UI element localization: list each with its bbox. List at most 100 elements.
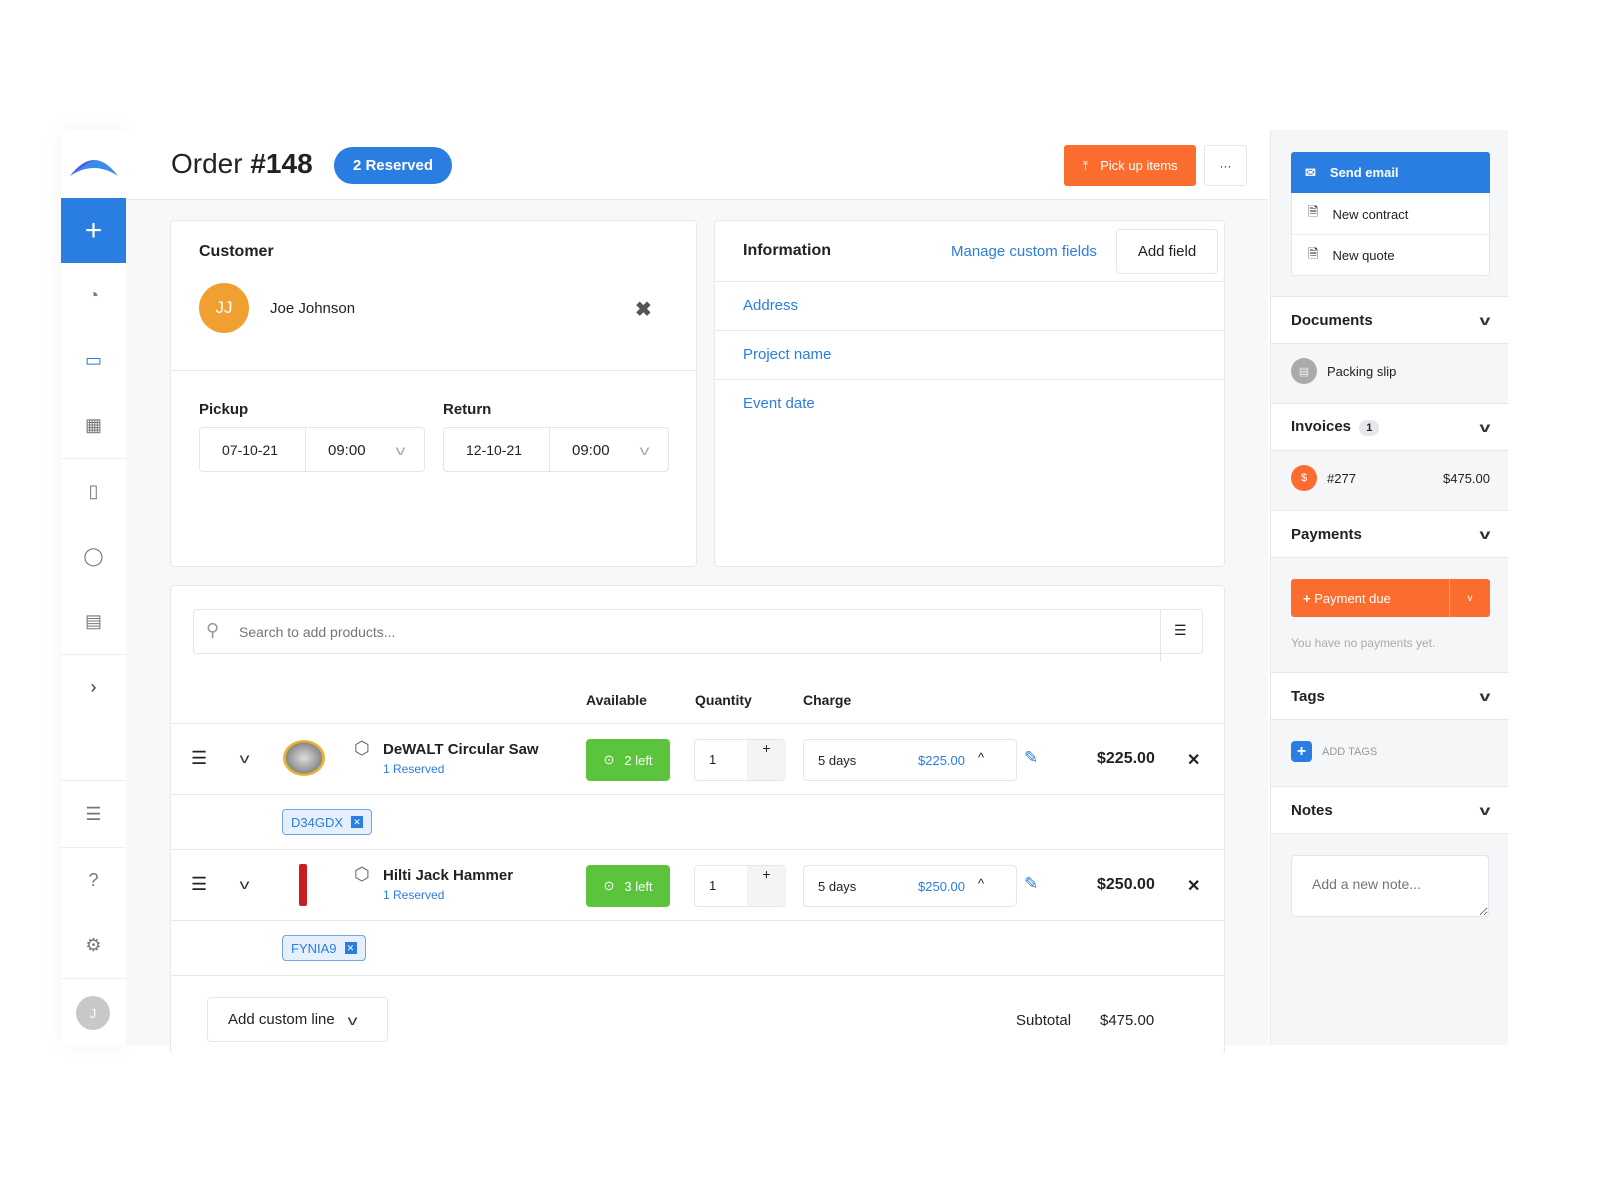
customer-card: Customer JJ Joe Johnson ✖ Pickup 07-10-2… — [170, 220, 697, 567]
remove-line-icon[interactable]: ✕ — [1187, 878, 1201, 895]
user-icon[interactable]: ◯ — [83, 546, 104, 566]
return-time[interactable]: 09:00 — [572, 442, 610, 459]
pickup-label: Pickup — [199, 401, 249, 418]
drag-handle-icon[interactable]: ☰ — [191, 748, 208, 768]
product-rows: ☰ v ⬡ DeWALT Circular Saw 1 Reserved ⊙ 2 … — [171, 724, 1226, 976]
notes-section-header[interactable]: Notes v — [1271, 786, 1509, 834]
project-name-field[interactable]: Project name — [743, 346, 832, 363]
information-card: Information Manage custom fields Add fie… — [714, 220, 1225, 567]
event-date-field[interactable]: Event date — [743, 395, 815, 412]
column-available: Available — [586, 692, 647, 708]
return-label: Return — [443, 401, 492, 418]
box-icon: ⬡ — [354, 864, 370, 884]
chevron-down-icon[interactable]: v — [239, 750, 250, 766]
line-total: $225.00 — [1097, 750, 1155, 767]
reserved-link[interactable]: 1 Reserved — [383, 888, 445, 902]
documents-section-header[interactable]: Documents v — [1271, 296, 1509, 344]
edit-icon[interactable]: ✎ — [1024, 748, 1039, 767]
reserved-link[interactable]: 1 Reserved — [383, 762, 445, 776]
drag-handle-icon[interactable]: ☰ — [191, 874, 208, 894]
chevron-down-icon: v — [1479, 312, 1491, 328]
customer-name[interactable]: Joe Johnson — [270, 300, 356, 317]
charge-selector[interactable]: 5 days $250.00 ^ — [803, 865, 1017, 907]
product-image — [299, 864, 307, 906]
pickup-datetime[interactable]: 07-10-21 09:00 v — [199, 427, 425, 472]
return-datetime[interactable]: 12-10-21 09:00 v — [443, 427, 669, 472]
barcode-scan-icon[interactable]: ☰ — [1174, 622, 1187, 638]
address-field[interactable]: Address — [743, 297, 799, 314]
remove-customer-icon[interactable]: ✖ — [635, 299, 652, 321]
add-tags-button[interactable]: + ADD TAGS — [1291, 741, 1377, 762]
packing-slip-item[interactable]: ▤ Packing slip — [1291, 358, 1396, 384]
new-contract-button[interactable]: 🗎 New contract — [1292, 194, 1489, 235]
chevron-down-icon[interactable]: v — [239, 876, 250, 892]
payment-due-button[interactable]: + Payment due v — [1291, 579, 1490, 617]
barcode-icon[interactable]: ☰ — [85, 804, 102, 824]
remove-line-icon[interactable]: ✕ — [1187, 752, 1201, 769]
customer-heading: Customer — [199, 243, 274, 260]
manage-custom-fields-link[interactable]: Manage custom fields — [951, 243, 1097, 260]
asset-tag[interactable]: FYNIA9 ✕ — [282, 935, 366, 961]
chevron-down-icon: v — [1479, 802, 1491, 818]
quantity-stepper[interactable]: 1 + — [694, 739, 786, 781]
circle-dot-icon: ⊙ — [603, 752, 615, 767]
box-icon: ⬡ — [354, 738, 370, 758]
increment-button[interactable]: + — [747, 740, 786, 780]
charge-selector[interactable]: 5 days $225.00 ^ — [803, 739, 1017, 781]
add-custom-line-button[interactable]: Add custom line v — [207, 997, 388, 1042]
pickup-time[interactable]: 09:00 — [328, 442, 366, 459]
invoice-icon: $ — [1291, 465, 1317, 491]
send-email-button[interactable]: ✉ Send email — [1291, 152, 1490, 193]
edit-icon[interactable]: ✎ — [1024, 874, 1039, 893]
pickup-date[interactable]: 07-10-21 — [222, 442, 279, 458]
store-icon[interactable]: ▤ — [84, 611, 102, 631]
product-image — [283, 740, 325, 776]
invoice-item[interactable]: $ #277 $475.00 — [1291, 465, 1490, 491]
quantity-stepper[interactable]: 1 + — [694, 865, 786, 907]
table-row: ☰ v ⬡ DeWALT Circular Saw 1 Reserved ⊙ 2 … — [171, 724, 1226, 850]
return-date[interactable]: 12-10-21 — [466, 442, 523, 458]
information-heading: Information — [743, 242, 831, 259]
payments-section-header[interactable]: Payments v — [1271, 510, 1509, 558]
settings-icon[interactable]: ⚙ — [85, 935, 102, 955]
chevron-up-icon: ^ — [978, 876, 985, 891]
more-button[interactable]: ··· — [1204, 145, 1247, 186]
chevron-up-icon: ^ — [978, 750, 985, 765]
expand-chevron-icon[interactable]: › — [90, 677, 97, 697]
status-badge: 2 Reserved — [334, 147, 452, 184]
note-input[interactable] — [1291, 855, 1489, 917]
mail-icon: ✉ — [1305, 164, 1316, 180]
document-icon: ▤ — [1291, 358, 1317, 384]
document-icon[interactable]: ▯ — [88, 481, 99, 501]
help-icon[interactable]: ? — [88, 870, 99, 890]
subtotal-label: Subtotal — [1016, 1012, 1072, 1029]
main-content: Customer JJ Joe Johnson ✖ Pickup 07-10-2… — [126, 200, 1268, 1055]
logo-icon — [70, 160, 118, 176]
product-search[interactable]: ⚲ ☰ — [193, 609, 1203, 662]
add-field-button[interactable]: Add field — [1116, 229, 1218, 274]
page-title: Order #148 — [171, 148, 313, 179]
tags-section-header[interactable]: Tags v — [1271, 672, 1509, 720]
product-name[interactable]: Hilti Jack Hammer — [383, 867, 514, 884]
product-name[interactable]: DeWALT Circular Saw — [383, 741, 539, 758]
new-quote-button[interactable]: 🗎 New quote — [1292, 235, 1489, 276]
remove-tag-icon[interactable]: ✕ — [351, 816, 364, 828]
pick-up-items-button[interactable]: ⤒ Pick up items — [1064, 145, 1196, 186]
increment-button[interactable]: + — [747, 866, 786, 906]
products-card: ⚲ ☰ Available Quantity Charge ☰ v ⬡ DeWA… — [170, 585, 1226, 1055]
column-quantity: Quantity — [695, 692, 752, 708]
asset-tag[interactable]: D34GDX ✕ — [282, 809, 373, 835]
inbox-icon[interactable]: ▭ — [84, 350, 102, 370]
subtotal-value: $475.00 — [1100, 1012, 1155, 1029]
chevron-down-icon[interactable]: v — [1449, 579, 1490, 617]
chevron-down-icon: v — [347, 1011, 358, 1028]
chevron-down-icon: v — [639, 442, 650, 458]
search-input[interactable] — [239, 620, 1139, 644]
avatar[interactable]: J — [76, 996, 110, 1030]
document-icon: 🗎 — [1308, 245, 1319, 261]
remove-tag-icon[interactable]: ✕ — [344, 942, 357, 954]
add-button[interactable]: + — [61, 198, 126, 263]
calendar-icon[interactable]: ▦ — [84, 415, 102, 435]
dashboard-icon[interactable]: ◔ — [88, 285, 99, 305]
